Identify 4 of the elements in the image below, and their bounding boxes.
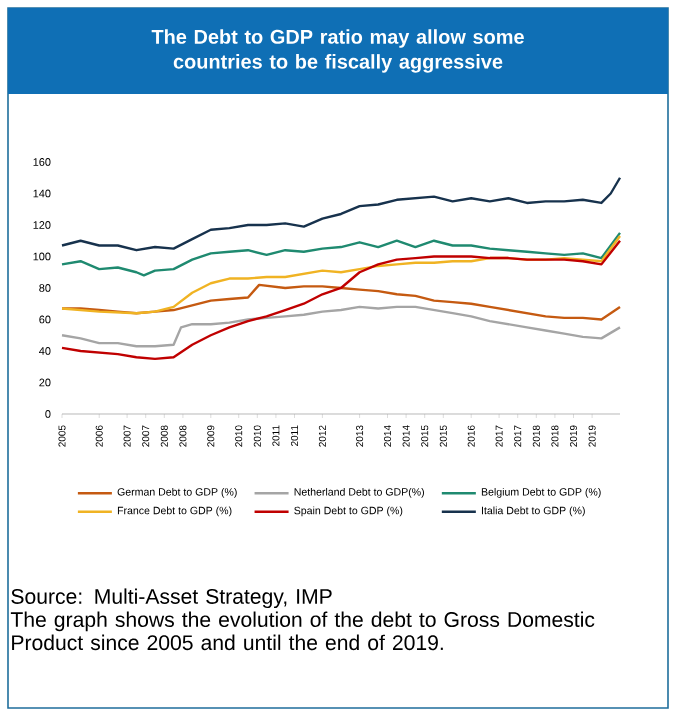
text: The graph shows the evolution of the debt to Gross Domestic Product since 2005 and until the end of 2019. <box>10 611 595 651</box>
line-series <box>60 231 622 277</box>
source-note: Source: Multi-Asset Strategy, IMP <box>11 588 332 609</box>
chart-title: The Debt to GDP ratio may allow some countries to be fiscally aggressive <box>151 29 524 73</box>
